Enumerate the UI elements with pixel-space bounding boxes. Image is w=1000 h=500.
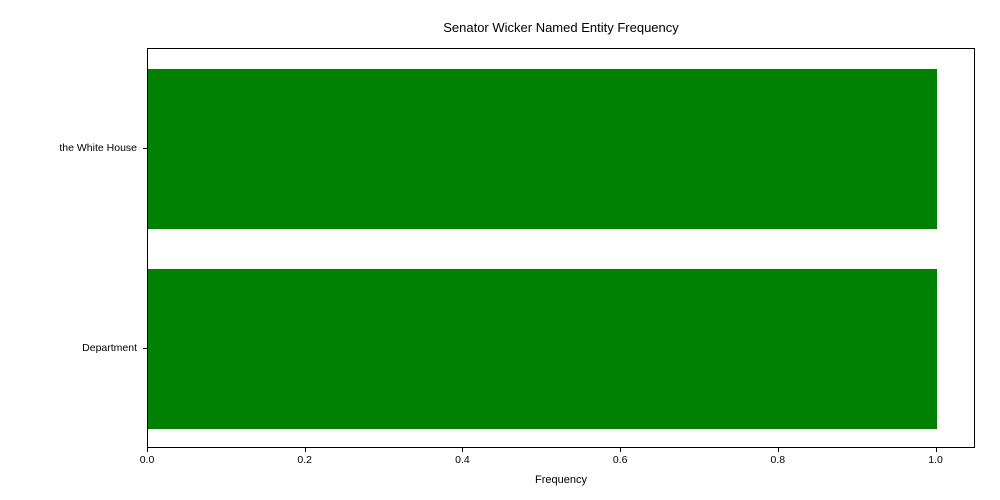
x-tick — [462, 448, 463, 452]
bar — [148, 69, 937, 229]
x-tick — [778, 448, 779, 452]
x-tick-label: 0.4 — [455, 454, 470, 466]
y-tick — [143, 348, 147, 349]
chart-title: Senator Wicker Named Entity Frequency — [147, 20, 975, 35]
x-axis-label: Frequency — [147, 474, 975, 486]
x-tick-label: 1.0 — [928, 454, 943, 466]
x-tick — [620, 448, 621, 452]
y-tick — [143, 148, 147, 149]
x-tick-label: 0.2 — [297, 454, 312, 466]
y-tick-label: Department — [0, 342, 137, 354]
x-tick — [147, 448, 148, 452]
x-tick — [936, 448, 937, 452]
bar — [148, 269, 937, 429]
plot-area — [147, 48, 975, 448]
x-tick — [305, 448, 306, 452]
frequency-chart: Senator Wicker Named Entity Frequency Dep… — [0, 0, 1000, 500]
y-tick-label: the White House — [0, 142, 137, 154]
x-tick-label: 0.6 — [613, 454, 628, 466]
x-tick-label: 0.0 — [140, 454, 155, 466]
x-tick-label: 0.8 — [771, 454, 786, 466]
